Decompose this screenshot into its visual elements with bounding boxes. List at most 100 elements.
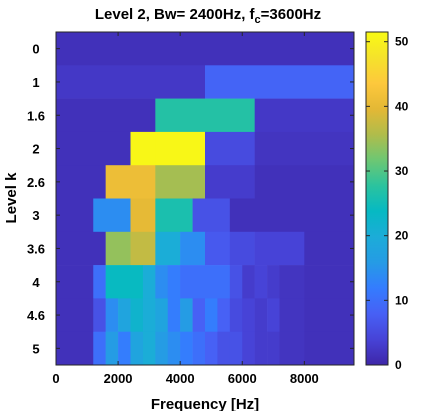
heatmap-cell-level-4-3 bbox=[142, 265, 156, 299]
y-axis: 0 1 1.6 2 2.6 3 3.6 4 4.6 5 bbox=[27, 42, 354, 356]
x-tick-label: 2000 bbox=[104, 371, 133, 386]
heatmap-cell-level-5-16 bbox=[279, 331, 305, 366]
heatmap-cell-level-1-1 bbox=[205, 65, 355, 99]
heatmap-cell-level-4-6-4 bbox=[130, 298, 144, 332]
heatmap-cell-level-2-6-2 bbox=[155, 165, 206, 199]
heatmap-cell-level-2-6-1 bbox=[105, 165, 156, 199]
x-tick-label: 0 bbox=[52, 371, 59, 386]
heatmap-cell-level-2-6-0 bbox=[56, 165, 106, 199]
heatmap-cell-level-4-0 bbox=[56, 265, 94, 299]
heatmap-cell-level-5-2 bbox=[105, 331, 119, 366]
heatmap-cell-level-3-6-1 bbox=[105, 231, 131, 266]
heatmap-cell-level-5-17 bbox=[304, 331, 355, 366]
plot-frame bbox=[55, 31, 355, 366]
heatmap-cell-level-4-6-5 bbox=[142, 298, 156, 332]
heatmap-cell-level-3-4 bbox=[192, 198, 231, 233]
heatmap-cell-level-3-6-9 bbox=[304, 231, 355, 266]
heatmap-cell-level-3-2 bbox=[130, 198, 156, 233]
heatmap-cell-level-4-6-14 bbox=[254, 298, 268, 332]
heatmap-cell-level-4-9 bbox=[254, 265, 268, 299]
heatmap-cell-level-2-0 bbox=[56, 131, 131, 166]
heatmap-cell-level-4-6-10 bbox=[205, 298, 218, 332]
heatmap-cell-level-4-6-6 bbox=[155, 298, 169, 332]
heatmap-cell-level-3-6-6 bbox=[229, 231, 255, 266]
colorbar-tick-label: 40 bbox=[395, 99, 409, 113]
heatmap-cell-level-4-8 bbox=[242, 265, 255, 299]
heatmap-cell-level-4-4 bbox=[155, 265, 169, 299]
heatmap-cell-level-5-7 bbox=[167, 331, 181, 366]
heatmap-cell-level-5-9 bbox=[192, 331, 206, 366]
heatmap-cell-level-4-10 bbox=[267, 265, 280, 299]
heatmap-cell-level-1-6-2 bbox=[205, 98, 255, 133]
heatmap-cell-level-3-5 bbox=[229, 198, 355, 233]
x-tick-label: 8000 bbox=[290, 371, 319, 386]
y-tick-label: 3 bbox=[32, 208, 39, 223]
colorbar-tick-label: 10 bbox=[395, 293, 409, 307]
x-tick-label: 6000 bbox=[228, 371, 257, 386]
heatmap-cell-level-4-11 bbox=[279, 265, 305, 299]
heatmap-cell-level-4-6-15 bbox=[267, 298, 280, 332]
y-tick-label: 3.6 bbox=[27, 241, 45, 256]
heatmap-cell-level-2-3 bbox=[205, 131, 255, 166]
heatmap-cell-level-2-6-4 bbox=[254, 165, 355, 199]
heatmap-cell-level-4-6-17 bbox=[304, 298, 355, 332]
y-tick-label: 5 bbox=[32, 341, 39, 356]
heatmap-cell-level-5-10 bbox=[205, 331, 218, 366]
heatmap-cell-level-1-0 bbox=[56, 65, 206, 99]
chart-title: Level 2, Bw= 2400Hz, fc=3600Hz bbox=[95, 6, 321, 26]
x-tick-label: 4000 bbox=[166, 371, 195, 386]
heatmap-cell-level-5-5 bbox=[142, 331, 156, 366]
heatmap-cell-level-4-6-2 bbox=[105, 298, 119, 332]
heatmap-cell-level-4-6 bbox=[180, 265, 231, 299]
chart-title-subscript: c bbox=[255, 14, 261, 26]
heatmap-cell-level-3-6-0 bbox=[56, 231, 106, 266]
heatmap-cell-level-5-8 bbox=[180, 331, 193, 366]
heatmap-cell-level-5-4 bbox=[130, 331, 144, 366]
heatmap-cell-level-4-6-7 bbox=[167, 298, 181, 332]
y-tick-label: 2 bbox=[32, 142, 39, 157]
heatmap-cell-level-4-7 bbox=[229, 265, 243, 299]
heatmap-cell-level-4-6-13 bbox=[242, 298, 255, 332]
heatmap-cell-level-4-6-9 bbox=[192, 298, 206, 332]
heatmap-cell-level-2-4 bbox=[254, 131, 355, 166]
chart-title-rest: =3600Hz bbox=[261, 6, 321, 23]
colorbar-axis: 0 10 20 30 40 50 bbox=[366, 35, 409, 372]
heatmap-cell-level-5-3 bbox=[118, 331, 131, 366]
colorbar-tick-label: 20 bbox=[395, 229, 409, 243]
heatmap-cell-level-4-6-3 bbox=[118, 298, 131, 332]
heatmap-cell-level-4-1 bbox=[93, 265, 106, 299]
heatmap-cell-level-0-0 bbox=[56, 32, 355, 66]
colorbar bbox=[365, 31, 389, 366]
x-axis-label: Frequency [Hz] bbox=[151, 396, 259, 411]
heatmap-cell-level-3-6-4 bbox=[180, 231, 206, 266]
heatmap-cell-level-4-5 bbox=[167, 265, 181, 299]
heatmap-cell-level-3-6-3 bbox=[155, 231, 181, 266]
y-tick-label: 1 bbox=[32, 75, 39, 90]
y-tick-label: 2.6 bbox=[27, 175, 45, 190]
heatmap-cell-level-3-0 bbox=[56, 198, 94, 233]
heatmap-cell-level-4-6-11 bbox=[217, 298, 231, 332]
y-tick-label: 0 bbox=[32, 42, 39, 57]
heatmap-cell-level-5-12 bbox=[229, 331, 243, 366]
heatmap-cell-level-4-6-1 bbox=[93, 298, 106, 332]
colorbar-tick-label: 30 bbox=[395, 164, 409, 178]
heatmap-cell-level-5-6 bbox=[155, 331, 169, 366]
heatmap-cell-level-4-6-12 bbox=[229, 298, 243, 332]
heatmap-cell-level-4-6-16 bbox=[279, 298, 305, 332]
heatmap-cell-level-5-14 bbox=[254, 331, 268, 366]
heatmap-cell-level-3-1 bbox=[93, 198, 131, 233]
y-tick-label: 4 bbox=[32, 275, 40, 290]
heatmap-cells bbox=[56, 32, 355, 366]
heatmap-cell-level-4-6-0 bbox=[56, 298, 94, 332]
heatmap-cell-level-1-6-3 bbox=[254, 98, 355, 133]
heatmap-cell-level-5-11 bbox=[217, 331, 231, 366]
heatmap-cell-level-4-2 bbox=[105, 265, 144, 299]
colorbar-tick-label: 0 bbox=[395, 358, 402, 372]
y-axis-label: Level k bbox=[3, 172, 20, 224]
heatmap-cell-level-5-13 bbox=[242, 331, 255, 366]
heatmap-cell-level-5-1 bbox=[93, 331, 106, 366]
heatmap-cell-level-3-3 bbox=[155, 198, 193, 233]
heatmap-cell-level-4-6-8 bbox=[180, 298, 193, 332]
